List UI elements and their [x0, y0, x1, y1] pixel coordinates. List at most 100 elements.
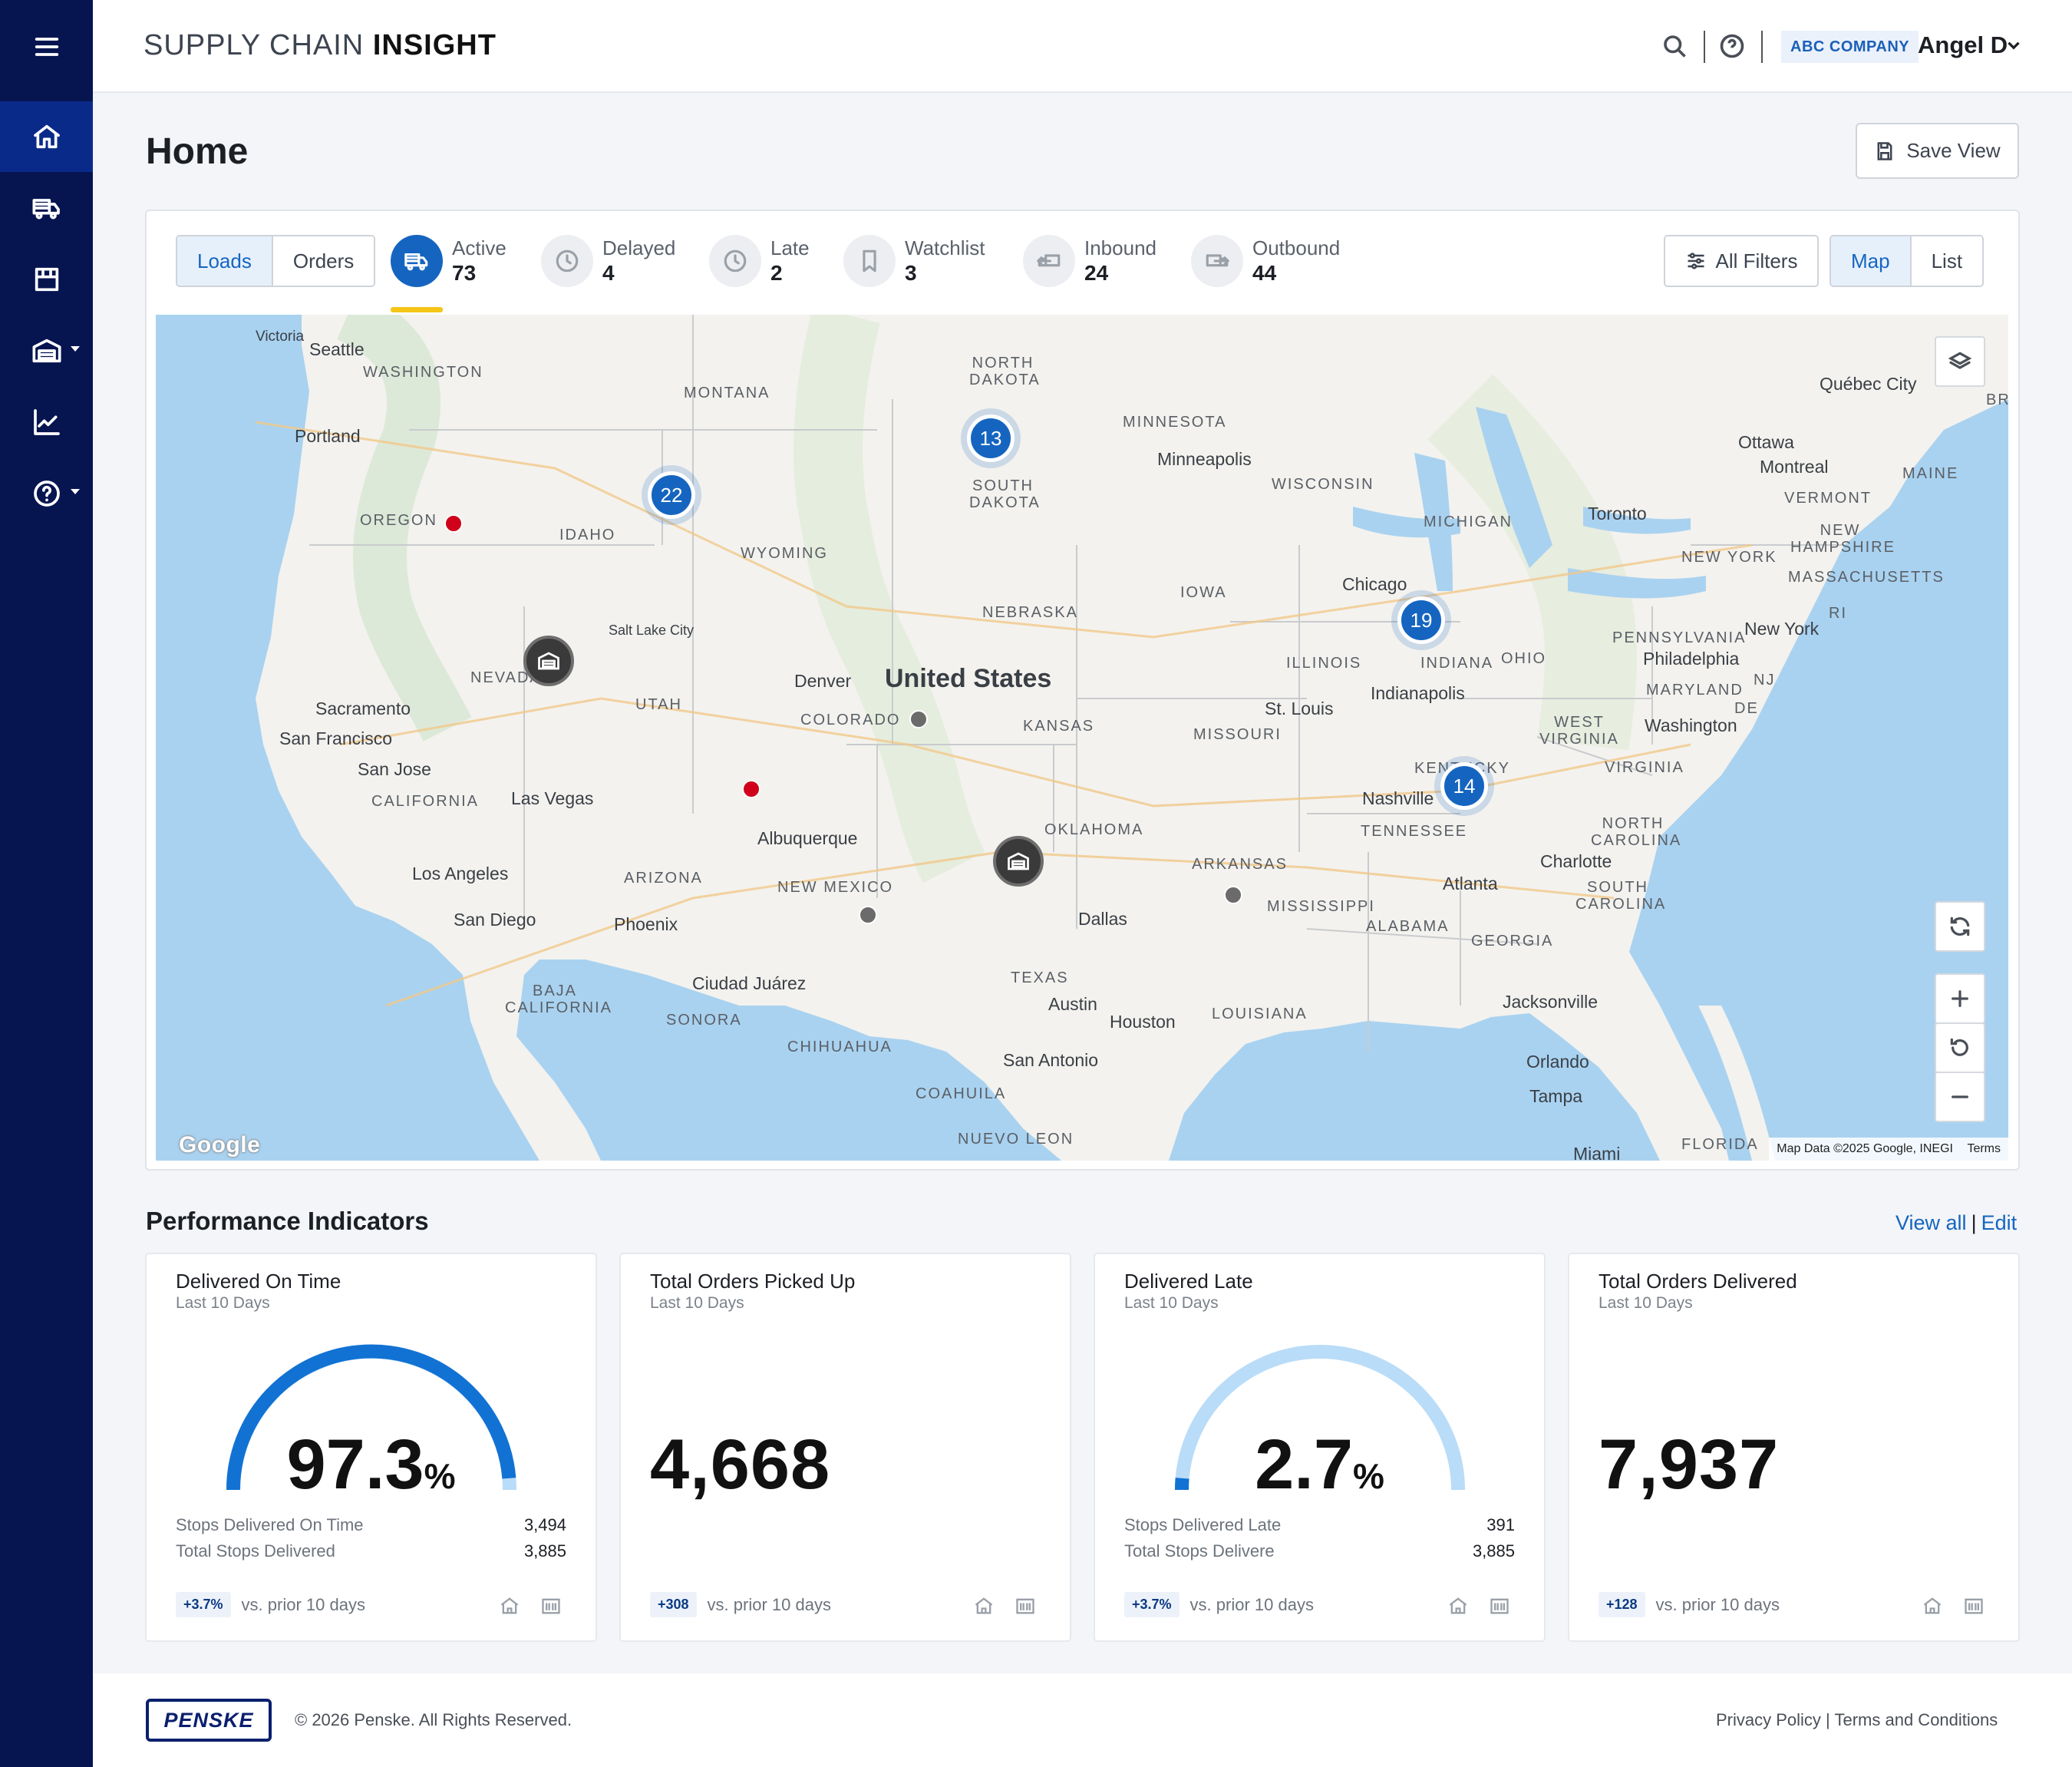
terms-link[interactable]: Terms and Conditions: [1834, 1710, 1998, 1729]
all-filters-button[interactable]: All Filters: [1664, 235, 1819, 287]
map-label: NEW MEXICO: [777, 879, 894, 896]
map-label: VERMONT: [1784, 490, 1872, 507]
map-label: MISSOURI: [1193, 726, 1282, 743]
late-load-marker[interactable]: [444, 514, 463, 533]
menu-button[interactable]: [0, 12, 93, 82]
map-city: Ottawa: [1738, 432, 1794, 452]
edit-link[interactable]: Edit: [1981, 1211, 2018, 1234]
warehouse-icon[interactable]: [540, 1595, 562, 1617]
map-attribution: Map Data ©2025 Google, INEGI Terms: [1769, 1138, 2008, 1161]
kpi-value: 2.7%: [1095, 1425, 1544, 1505]
stat-value: 4: [602, 261, 615, 285]
privacy-policy-link[interactable]: Privacy Policy: [1716, 1710, 1821, 1729]
reset-view-button[interactable]: [1935, 1022, 1985, 1073]
nav-analytics[interactable]: [0, 387, 93, 457]
nav-inventory[interactable]: [0, 244, 93, 315]
app-brand[interactable]: SUPPLY CHAIN INSIGHT: [144, 29, 497, 62]
map-city: Seattle: [309, 339, 365, 359]
search-button[interactable]: [1661, 32, 1688, 60]
nav-loads[interactable]: [0, 173, 93, 243]
home-icon[interactable]: [499, 1595, 520, 1617]
nav-facilities[interactable]: [0, 315, 93, 386]
stat-value: 73: [452, 261, 477, 285]
load-cluster[interactable]: 22: [648, 471, 695, 519]
kpi-row-value: 391: [1486, 1515, 1515, 1534]
warehouse-icon[interactable]: [1963, 1595, 1985, 1617]
stat-value: 3: [905, 261, 917, 285]
map-layers-button[interactable]: [1935, 336, 1985, 387]
load-marker[interactable]: [1224, 886, 1242, 904]
kpi-trend: +128 vs. prior 10 days: [1599, 1592, 1780, 1617]
company-badge[interactable]: ABC COMPANY: [1781, 31, 1919, 63]
outbound-truck-icon: [1191, 235, 1243, 287]
kpi-row-value: 3,885: [523, 1541, 566, 1561]
tab-orders[interactable]: Orders: [271, 236, 374, 286]
load-cluster[interactable]: 19: [1397, 596, 1445, 644]
map-label: PENNSYLVANIA: [1612, 629, 1747, 646]
hamburger-icon: [35, 38, 58, 56]
zoom-in-button[interactable]: [1935, 973, 1985, 1024]
help-button[interactable]: [1718, 32, 1746, 60]
warehouse-icon[interactable]: [1015, 1595, 1036, 1617]
map-city: Montreal: [1760, 457, 1829, 477]
kpi-card-orders-delivered[interactable]: Total Orders Delivered Last 10 Days 7,93…: [1568, 1253, 2020, 1642]
map-city: Salt Lake City: [609, 623, 695, 638]
save-view-button[interactable]: Save View: [1856, 123, 2019, 179]
load-marker[interactable]: [859, 906, 877, 924]
map-country-label: United States: [885, 664, 1052, 693]
nav-help[interactable]: [0, 458, 93, 529]
home-icon[interactable]: [973, 1595, 995, 1617]
kpi-row: Total Stops Delivered 3,885: [176, 1541, 566, 1561]
map-label: MICHIGAN: [1424, 514, 1513, 530]
map-label: IOWA: [1180, 584, 1227, 601]
chevron-down-icon[interactable]: [2004, 35, 2024, 55]
map-refresh-button[interactable]: [1935, 901, 1985, 952]
warehouse-marker[interactable]: [523, 636, 574, 686]
load-marker[interactable]: [909, 710, 928, 728]
warehouse-marker[interactable]: [993, 836, 1044, 887]
help-icon: [33, 481, 60, 507]
nav-home[interactable]: [0, 101, 93, 172]
view-list[interactable]: List: [1909, 236, 1983, 286]
kpi-row-value: 3,885: [1472, 1541, 1515, 1561]
user-menu[interactable]: Angel D: [1918, 31, 2008, 58]
performance-links: View all | Edit: [1895, 1211, 2017, 1235]
view-map[interactable]: Map: [1831, 236, 1910, 286]
kpi-subtitle: Last 10 Days: [176, 1294, 270, 1312]
home-icon[interactable]: [1922, 1595, 1943, 1617]
map-view[interactable]: WASHINGTON MONTANA NORTH DAKOTA MINNESOT…: [156, 315, 2008, 1161]
map-terms-link[interactable]: Terms: [1967, 1142, 2001, 1155]
save-view-label: Save View: [1906, 139, 2001, 162]
trend-text: vs. prior 10 days: [707, 1594, 831, 1614]
map-label: RI: [1829, 605, 1847, 622]
map-label: LOUISIANA: [1212, 1006, 1308, 1022]
attribution-text: Map Data ©2025 Google, INEGI: [1777, 1142, 1953, 1155]
map-city: San Antonio: [1003, 1050, 1099, 1070]
trend-text: vs. prior 10 days: [241, 1594, 365, 1614]
kpi-card-delivered-late[interactable]: Delivered Late Last 10 Days 2.7% Stops D…: [1094, 1253, 1546, 1642]
warehouse-icon: [32, 339, 61, 363]
late-load-marker[interactable]: [742, 780, 761, 798]
on-time-gauge: [226, 1344, 516, 1491]
tab-loads[interactable]: Loads: [177, 236, 272, 286]
map-city: Charlotte: [1540, 851, 1612, 871]
map-city: New York: [1744, 619, 1820, 639]
map-label: DE: [1734, 700, 1759, 717]
view-all-link[interactable]: View all: [1895, 1211, 1967, 1234]
kpi-card-delivered-on-time[interactable]: Delivered On Time Last 10 Days 97.3% Sto…: [145, 1253, 597, 1642]
truck-icon: [32, 199, 60, 220]
map-label: NEW YORK: [1681, 549, 1777, 566]
load-cluster[interactable]: 14: [1440, 762, 1488, 810]
map-label: OKLAHOMA: [1044, 821, 1144, 838]
map-city: Indianapolis: [1371, 683, 1465, 703]
warehouse-icon[interactable]: [1489, 1595, 1510, 1617]
kpi-card-orders-picked-up[interactable]: Total Orders Picked Up Last 10 Days 4,66…: [619, 1253, 1071, 1642]
load-cluster[interactable]: 13: [967, 415, 1015, 462]
penske-logo: PENSKE: [146, 1699, 272, 1742]
zoom-out-button[interactable]: [1935, 1072, 1985, 1122]
kpi-title: Delivered On Time: [176, 1270, 341, 1293]
trend-text: vs. prior 10 days: [1189, 1594, 1314, 1614]
map-city: Houston: [1110, 1012, 1176, 1032]
map-label: NUEVO LEON: [958, 1131, 1074, 1148]
home-icon[interactable]: [1447, 1595, 1469, 1617]
